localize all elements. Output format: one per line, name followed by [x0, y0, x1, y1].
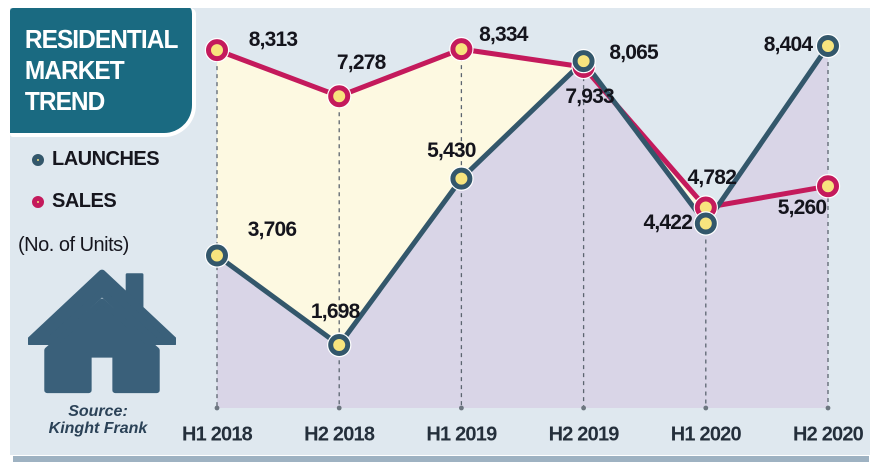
- source-note: Source: Kinght Frank: [10, 404, 186, 438]
- house-icon: [28, 269, 176, 394]
- launches-value-label-1: 1,698: [310, 300, 360, 323]
- sales-line: [214, 46, 831, 210]
- title-line-1: MARKET: [24, 55, 125, 85]
- title-line-2: TREND: [24, 86, 105, 116]
- sales-marker-0: [206, 39, 228, 62]
- sales-value-label-4: 4,782: [687, 165, 737, 189]
- launches-value-label-4: 4,422: [643, 210, 693, 234]
- legend-label: LAUNCHES: [52, 148, 160, 170]
- launches-marker-4: [694, 212, 717, 235]
- guide-dot-5: [825, 405, 831, 411]
- launches-value-label-3: 8,065: [609, 41, 658, 65]
- guide-dot-1: [336, 405, 342, 411]
- launches-marker-5: [817, 35, 839, 57]
- chart-canvas: 8,313 7,278 8,334 7,933 4,782 5,260 3,706 1,698…: [10, 8, 870, 455]
- launches-marker-icon: [32, 153, 44, 166]
- launches-value-label-0: 3,706: [247, 217, 297, 241]
- sales-value-label-5: 5,260: [777, 196, 827, 220]
- launches-value-label-2: 5,430: [427, 138, 476, 162]
- axis-label-h1-2020: H1 2020: [670, 423, 742, 446]
- guide-dot-2: [459, 405, 464, 411]
- legend-item-sales: SALES: [32, 190, 159, 213]
- guide-dot-0: [214, 405, 220, 411]
- trend-chart: [204, 33, 841, 411]
- title-line-0: RESIDENTIAL: [24, 24, 179, 54]
- axis-label-h1-2018: H1 2018: [181, 423, 253, 446]
- sales-marker-1: [328, 85, 351, 108]
- legend-item-launches: LAUNCHES: [32, 148, 160, 171]
- legend-label: SALES: [52, 190, 117, 212]
- sales-marker-2: [450, 38, 473, 61]
- bottom-accent-band: [13, 456, 869, 462]
- legend: LAUNCHES SALES: [32, 148, 160, 232]
- house-roof: [28, 269, 176, 346]
- axis-label-h2-2019: H2 2019: [548, 423, 620, 446]
- units-note: (No. of Units): [18, 234, 129, 256]
- sales-value-label-2: 8,334: [479, 23, 528, 47]
- sales-marker-icon: [32, 195, 44, 208]
- launches-value-label-5: 8,404: [763, 33, 813, 56]
- axis-label-h2-2020: H2 2020: [792, 423, 864, 446]
- launches-marker-0: [206, 244, 228, 267]
- source-name: Kinght Frank: [48, 420, 148, 437]
- axis-label-h1-2019: H1 2019: [426, 423, 497, 446]
- source-label: Source:: [68, 403, 128, 420]
- sales-marker-5: [817, 175, 839, 198]
- launches-marker-2: [450, 167, 473, 190]
- launches-marker-1: [328, 334, 351, 356]
- axis-label-h2-2018: H2 2018: [304, 423, 375, 446]
- sales-value-label-0: 8,313: [248, 28, 298, 52]
- chart-title: RESIDENTIAL MARKET TREND: [20, 24, 182, 117]
- guide-dot-3: [581, 405, 586, 411]
- sales-value-label-1: 7,278: [336, 51, 386, 75]
- launches-area-fill: [217, 46, 828, 408]
- sales-value-label-3: 7,933: [565, 85, 614, 108]
- guide-dot-4: [703, 405, 709, 411]
- title-box: RESIDENTIAL MARKET TREND: [10, 8, 196, 137]
- launches-line: [214, 43, 831, 348]
- house-body: [44, 298, 160, 394]
- launches-marker-3: [572, 50, 595, 73]
